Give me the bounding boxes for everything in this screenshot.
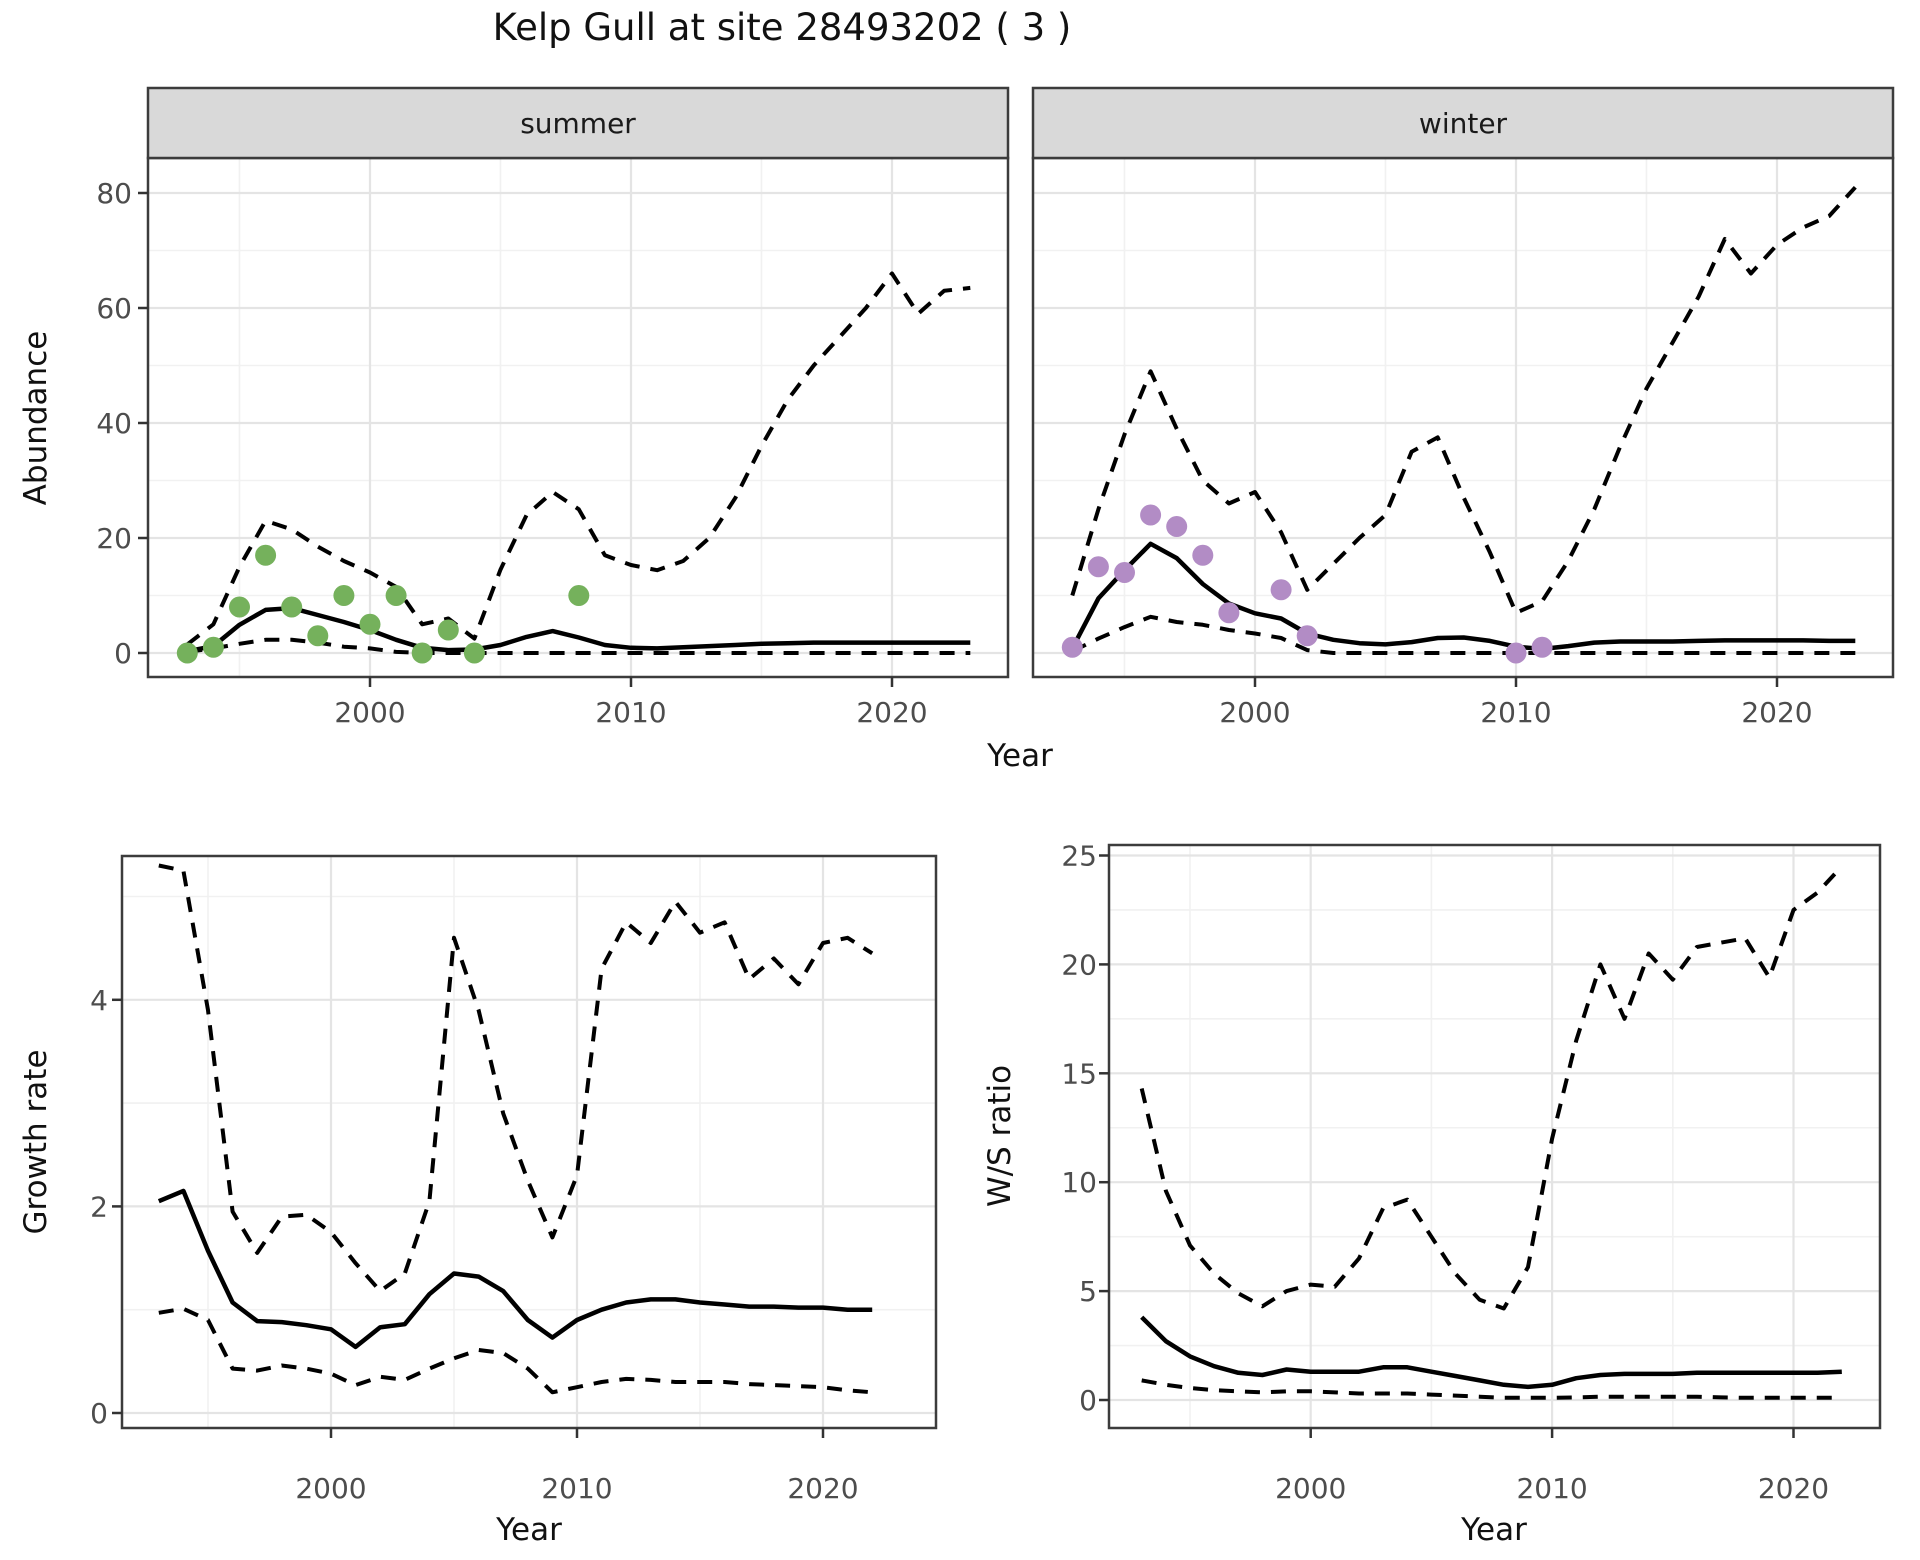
y-tick-label: 20: [96, 522, 132, 555]
y-tick-label: 60: [96, 292, 132, 325]
ws-ratio-axis-label: W/S ratio: [982, 1064, 1018, 1208]
top-year-axis-label: Year: [987, 738, 1053, 774]
facet-strip-label: winter: [1419, 107, 1508, 140]
y-tick-label: 4: [90, 984, 108, 1017]
observed-summer-point: [463, 642, 485, 664]
abundance-winter-panel: winter 2000 2010 2020: [1031, 86, 1895, 729]
x-tick-label: 2020: [1741, 696, 1812, 729]
observed-summer-point: [411, 642, 433, 664]
observed-winter-point: [1531, 636, 1553, 658]
x-tick-label: 2000: [334, 696, 405, 729]
ws-ratio-panel: 2000 2010 2020 0 5 10 15 20 25: [1061, 840, 1882, 1505]
abundance-winter-panel-border: [1031, 156, 1895, 679]
x-tick-label: 2000: [1219, 696, 1290, 729]
abundance-summer-upper-ci-line: [186, 271, 971, 646]
x-tick-label: 2010: [1516, 1472, 1587, 1505]
x-tick-label: 2020: [787, 1472, 858, 1505]
ws-year-axis-label: Year: [1461, 1512, 1527, 1548]
ws-ratio-upper-ci-line: [1139, 865, 1844, 1311]
growth-rate-axis-label: Growth rate: [18, 1049, 54, 1235]
y-tick-label: 5: [1079, 1275, 1097, 1308]
observed-summer-point: [229, 596, 250, 618]
y-tick-label: 25: [1061, 840, 1097, 873]
facet-strip: [1031, 86, 1895, 160]
facet-strip: [146, 86, 1010, 160]
observed-winter-point: [1505, 642, 1527, 664]
x-tick-label: 2010: [541, 1472, 612, 1505]
growth-year-axis-label: Year: [496, 1512, 562, 1548]
observed-summer-point: [568, 585, 590, 606]
observed-summer-point: [202, 636, 224, 658]
y-tick-label: 80: [96, 177, 132, 210]
y-tick-label: 0: [90, 1397, 108, 1430]
x-tick-label: 2010: [595, 696, 666, 729]
observed-summer-point: [385, 585, 407, 606]
abundance-summer-panel: summer 2000 2010 2020 0 20 40 60 80: [96, 86, 1010, 729]
x-tick-label: 2020: [856, 696, 927, 729]
ws-ratio-estimate-line: [1140, 1315, 1842, 1390]
growth-rate-upper-ci-line: [158, 863, 874, 1294]
plot-title: Kelp Gull at site 28493202 ( 3 ): [492, 6, 1072, 49]
abundance-winter-lower-ci-line: [1071, 614, 1856, 655]
y-tick-label: 40: [96, 407, 132, 440]
growth-rate-estimate-line: [157, 1188, 873, 1350]
observed-summer-point: [333, 585, 355, 606]
ws-ratio-lower-ci-line: [1141, 1378, 1842, 1400]
ws-ratio-panel-border: [1107, 843, 1882, 1430]
x-tick-label: 2020: [1758, 1472, 1829, 1505]
observed-winter-point: [1218, 602, 1240, 624]
y-tick-label: 0: [114, 637, 132, 670]
y-tick-label: 15: [1061, 1057, 1097, 1090]
abundance-winter-upper-ci-line: [1070, 185, 1857, 615]
observed-summer-point: [281, 596, 303, 618]
observed-winter-point: [1296, 625, 1318, 647]
observed-winter-point: [1192, 544, 1214, 566]
abundance-winter-estimate-line: [1070, 541, 1856, 652]
observed-winter-point: [1140, 504, 1162, 526]
observed-summer-point: [437, 619, 459, 641]
observed-winter-point: [1166, 516, 1188, 537]
growth-rate-panel: 2000 2010 2020 0 2 4: [90, 854, 938, 1505]
facet-strip-label: summer: [520, 107, 636, 140]
observed-summer-point: [176, 642, 198, 664]
observed-winter-point: [1061, 636, 1083, 658]
growth-rate-lower-ci-line: [158, 1306, 873, 1395]
observed-summer-point: [359, 613, 381, 635]
observed-summer-point: [255, 544, 277, 566]
growth-rate-panel-border: [120, 854, 938, 1430]
abundance-summer-estimate-line: [186, 605, 971, 654]
x-tick-label: 2000: [1275, 1472, 1346, 1505]
observed-winter-point: [1270, 579, 1292, 601]
abundance-axis-label: Abundance: [18, 330, 54, 506]
x-tick-label: 2010: [1480, 696, 1551, 729]
x-tick-label: 2000: [295, 1472, 366, 1505]
y-tick-label: 2: [90, 1190, 108, 1223]
observed-summer-point: [307, 625, 329, 647]
observed-winter-point: [1114, 562, 1135, 583]
y-tick-label: 10: [1061, 1166, 1097, 1199]
y-tick-label: 0: [1079, 1384, 1097, 1417]
observed-winter-point: [1087, 556, 1109, 578]
y-tick-label: 20: [1061, 948, 1097, 981]
